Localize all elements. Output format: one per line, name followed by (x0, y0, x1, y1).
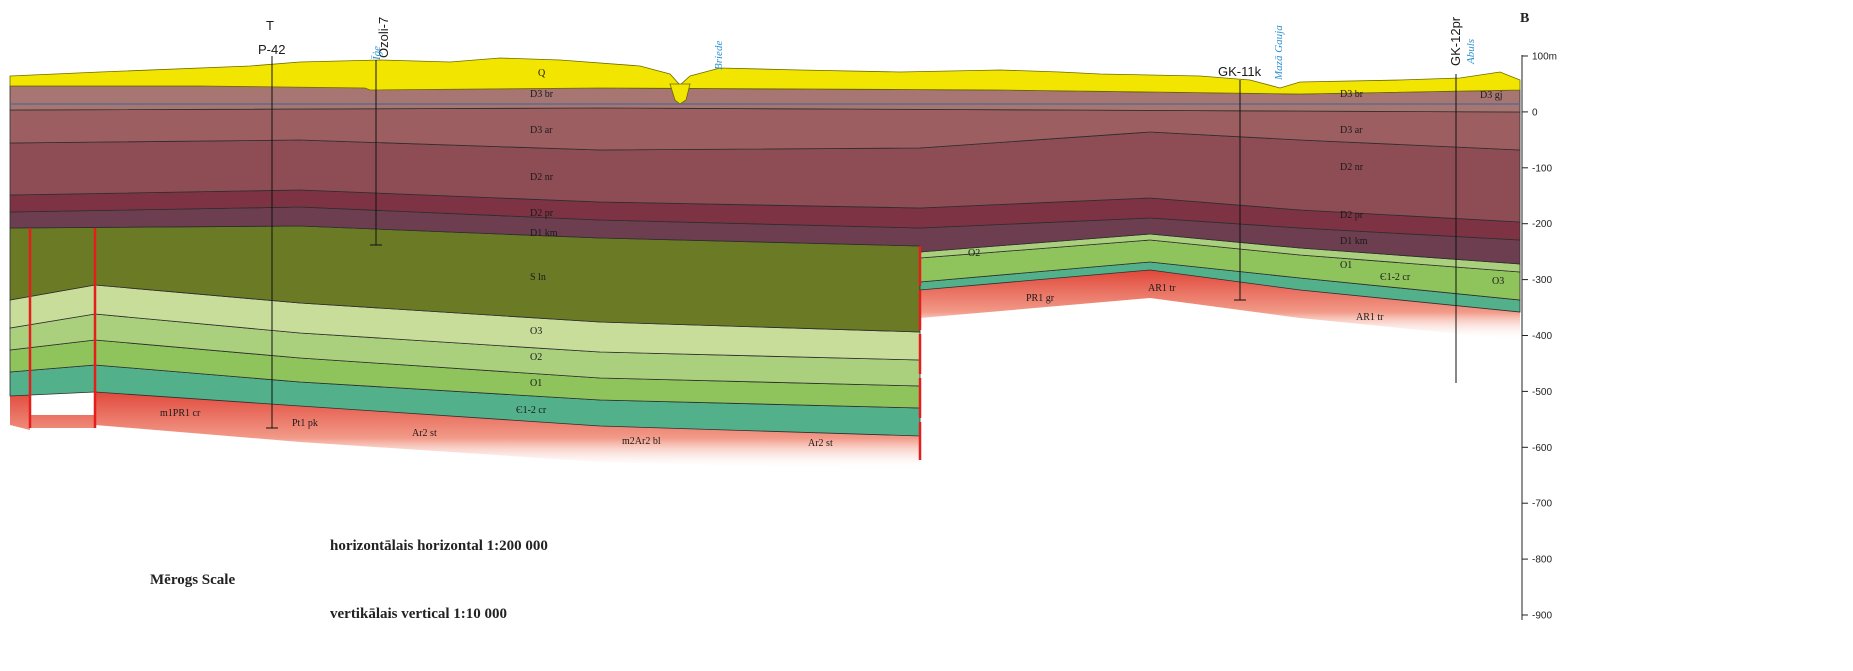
depth-tick-label: -700 (1532, 499, 1552, 510)
depth-tick-label: 0 (1532, 107, 1538, 118)
eastern-block (919, 233, 1521, 340)
western-block (9, 225, 921, 470)
label-ar-east: D3 ar (1340, 125, 1363, 136)
horst-block (28, 228, 922, 460)
label-m2: m2Ar2 bl (622, 436, 661, 447)
depth-tick-label: -100 (1532, 163, 1552, 174)
scale-vertical: vertikālais vertical 1:10 000 (330, 606, 508, 622)
label-artr2: AR1 tr (1356, 312, 1384, 323)
label-nr: D2 nr (530, 172, 554, 183)
label-cr-east: Є1-2 cr (1380, 272, 1411, 283)
depth-tick-label: -800 (1532, 555, 1552, 566)
well-gk11k-label: GK-11k (1218, 64, 1262, 79)
river-maza-gauja: Mazā Gauja (1273, 25, 1285, 81)
label-artr1: AR1 tr (1148, 283, 1176, 294)
basement-east (920, 270, 1520, 340)
well-gk12pr-label: GK-12pr (1448, 16, 1463, 66)
label-o2-east: O2 (968, 248, 980, 259)
label-prgr: PR1 gr (1026, 293, 1055, 304)
label-m1: m1PR1 cr (160, 408, 201, 419)
label-br-east: D3 br (1340, 89, 1364, 100)
label-ptpk: Pt1 pk (292, 418, 318, 429)
river-ige: Īģe (371, 46, 383, 61)
label-o3-east: O3 (1492, 276, 1504, 287)
label-arst1: Ar2 st (412, 428, 437, 439)
depth-tick-label: -200 (1532, 219, 1552, 230)
label-cr: Є1-2 cr (516, 405, 547, 416)
corner-letter: B (1520, 11, 1529, 26)
depth-axis: 100m 0 -100 -200 -300 -400 -500 -600 -700 -800 -90… (1521, 52, 1557, 622)
well-p42-label: P-42 (258, 42, 285, 57)
label-o1-east: O1 (1340, 260, 1352, 271)
depth-tick-label: -500 (1532, 387, 1552, 398)
river-briede: Briede (713, 41, 725, 70)
rivers: Īģe Briede Mazā Gauja Abuls (371, 25, 1477, 81)
well-symbol: T (266, 18, 274, 33)
devonian-layers (9, 57, 1521, 265)
scale-horizontal: horizontālais horizontal 1:200 000 (330, 538, 548, 554)
label-ar: D3 ar (530, 125, 553, 136)
river-abuls: Abuls (1465, 39, 1477, 65)
depth-tick-label: -900 (1532, 611, 1552, 622)
label-pr: D2 pr (530, 208, 554, 219)
label-km: D1 km (530, 228, 558, 239)
label-o3: O3 (530, 326, 542, 337)
basement-west (10, 390, 920, 470)
scale-label: Mērogs Scale (150, 572, 236, 588)
basement-labels: m1PR1 cr Pt1 pk Ar2 st m2Ar2 bl Ar2 st P… (160, 283, 1384, 449)
wells: T P-42 Ozoli-7 GK-11k GK-12pr (258, 16, 1463, 429)
depth-tick-label: -400 (1532, 331, 1552, 342)
depth-tick-label: -600 (1532, 443, 1552, 454)
label-o1: O1 (530, 378, 542, 389)
layer-quaternary (9, 57, 1521, 95)
label-sln: S ln (530, 272, 546, 283)
label-km-east: D1 km (1340, 236, 1368, 247)
layer-labels: Q D3 br D3 ar D2 nr D2 pr D1 km S ln O3 … (516, 68, 1504, 416)
depth-tick-label: 100m (1532, 52, 1557, 63)
depth-tick-label: -300 (1532, 275, 1552, 286)
valley-incision (669, 83, 691, 105)
well-ozoli7-label: Ozoli-7 (376, 17, 391, 58)
label-nr-east: D2 nr (1340, 162, 1364, 173)
label-arst2: Ar2 st (808, 438, 833, 449)
label-o2: O2 (530, 352, 542, 363)
label-br: D3 br (530, 89, 554, 100)
label-pr-east: D2 pr (1340, 210, 1364, 221)
label-gj-east: D3 gj (1480, 90, 1503, 101)
label-q: Q (538, 68, 546, 79)
